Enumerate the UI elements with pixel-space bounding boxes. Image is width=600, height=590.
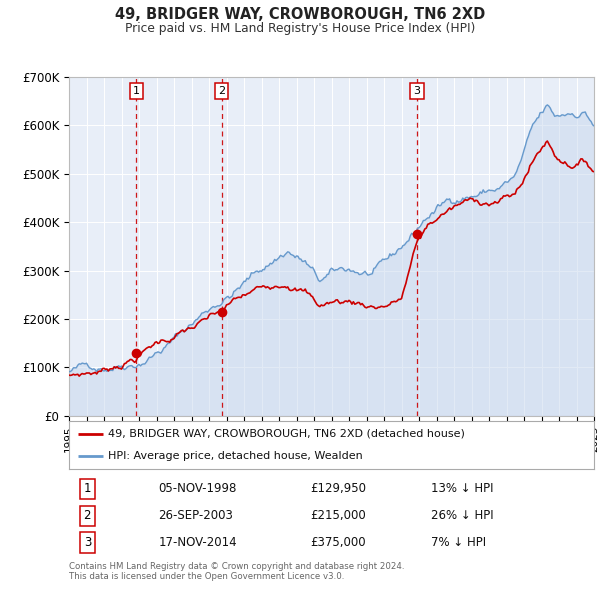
Text: 17-NOV-2014: 17-NOV-2014 <box>158 536 237 549</box>
Text: 7% ↓ HPI: 7% ↓ HPI <box>431 536 487 549</box>
Text: 3: 3 <box>83 536 91 549</box>
Text: 26-SEP-2003: 26-SEP-2003 <box>158 509 233 522</box>
Text: 2: 2 <box>83 509 91 522</box>
Text: 26% ↓ HPI: 26% ↓ HPI <box>431 509 494 522</box>
Text: HPI: Average price, detached house, Wealden: HPI: Average price, detached house, Weal… <box>109 451 363 461</box>
Text: 49, BRIDGER WAY, CROWBOROUGH, TN6 2XD (detached house): 49, BRIDGER WAY, CROWBOROUGH, TN6 2XD (d… <box>109 429 465 439</box>
Text: 49, BRIDGER WAY, CROWBOROUGH, TN6 2XD: 49, BRIDGER WAY, CROWBOROUGH, TN6 2XD <box>115 7 485 22</box>
Text: 13% ↓ HPI: 13% ↓ HPI <box>431 483 494 496</box>
Text: 1: 1 <box>83 483 91 496</box>
Text: £375,000: £375,000 <box>311 536 366 549</box>
Text: 3: 3 <box>413 86 421 96</box>
Text: 1: 1 <box>133 86 140 96</box>
Text: 2: 2 <box>218 86 226 96</box>
Text: Contains HM Land Registry data © Crown copyright and database right 2024.
This d: Contains HM Land Registry data © Crown c… <box>69 562 404 581</box>
Text: Price paid vs. HM Land Registry's House Price Index (HPI): Price paid vs. HM Land Registry's House … <box>125 22 475 35</box>
Text: £129,950: £129,950 <box>311 483 367 496</box>
Text: £215,000: £215,000 <box>311 509 366 522</box>
Text: 05-NOV-1998: 05-NOV-1998 <box>158 483 236 496</box>
